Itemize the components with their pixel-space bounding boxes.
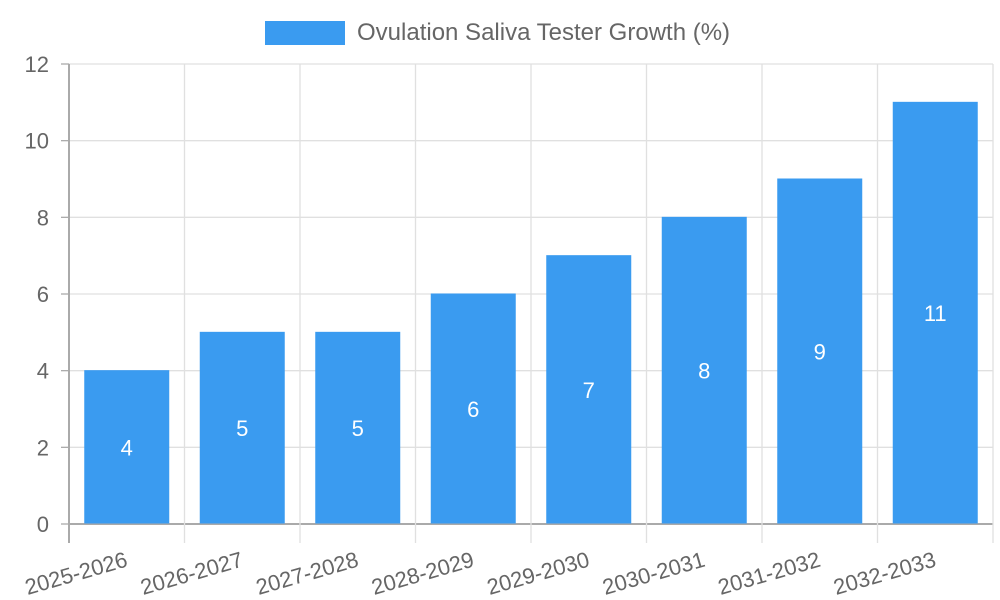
x-tick-label: 2029-2030: [484, 547, 592, 600]
bar-value-label: 6: [467, 397, 479, 422]
x-tick-label: 2031-2032: [715, 547, 823, 600]
y-tick-label: 6: [37, 282, 49, 307]
bar[interactable]: [892, 101, 978, 524]
bar-value-label: 4: [121, 435, 133, 460]
y-tick-label: 4: [37, 359, 49, 384]
y-tick-label: 8: [37, 205, 49, 230]
y-tick-label: 10: [25, 129, 49, 154]
bar[interactable]: [777, 178, 863, 524]
bar[interactable]: [84, 370, 170, 524]
bar[interactable]: [546, 255, 632, 524]
bar[interactable]: [430, 293, 516, 524]
bar-value-label: 5: [236, 416, 248, 441]
bar[interactable]: [315, 331, 401, 524]
legend-label: Ovulation Saliva Tester Growth (%): [357, 19, 731, 46]
bar[interactable]: [199, 331, 285, 524]
x-tick-label: 2027-2028: [253, 547, 361, 600]
legend-swatch: [265, 21, 345, 45]
y-tick-label: 2: [37, 435, 49, 460]
bar-value-label: 5: [352, 416, 364, 441]
x-tick-label: 2028-2029: [369, 547, 477, 600]
bar-value-label: 9: [814, 340, 826, 365]
x-tick-label: 2030-2031: [600, 547, 708, 600]
bar-value-label: 7: [583, 378, 595, 403]
bar-value-label: 11: [924, 301, 947, 326]
bar[interactable]: [661, 216, 747, 524]
y-tick-label: 0: [37, 512, 49, 537]
x-tick-label: 2026-2027: [138, 547, 246, 600]
y-tick-label: 12: [25, 52, 49, 77]
x-tick-label: 2025-2026: [22, 547, 130, 600]
chart-legend[interactable]: Ovulation Saliva Tester Growth (%): [265, 19, 730, 47]
x-tick-label: 2032-2033: [831, 547, 939, 600]
bar-value-label: 8: [698, 359, 710, 384]
